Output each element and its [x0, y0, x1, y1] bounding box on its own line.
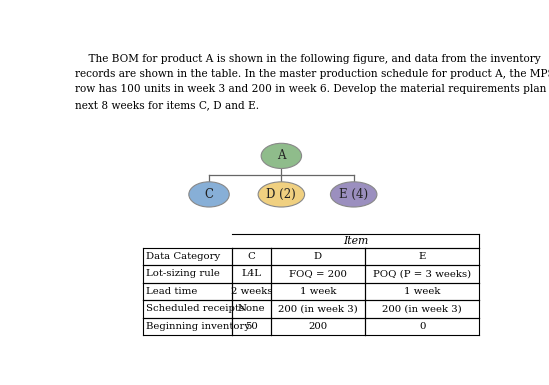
Text: Data Category: Data Category	[146, 252, 220, 261]
Text: Lot-sizing rule: Lot-sizing rule	[146, 270, 220, 278]
Text: 0: 0	[419, 322, 425, 331]
Text: 200 (in week 3): 200 (in week 3)	[278, 305, 358, 313]
Text: D (2): D (2)	[266, 188, 296, 201]
Text: Beginning inventory: Beginning inventory	[146, 322, 250, 331]
Text: FOQ = 200: FOQ = 200	[289, 270, 347, 278]
Text: C: C	[248, 252, 255, 261]
Text: L4L: L4L	[242, 270, 261, 278]
Text: None: None	[238, 305, 265, 313]
Text: 50: 50	[245, 322, 258, 331]
Text: 2 weeks: 2 weeks	[231, 287, 272, 296]
Text: D: D	[314, 252, 322, 261]
Text: 200: 200	[309, 322, 327, 331]
Text: The BOM for product A is shown in the following figure, and data from the invent: The BOM for product A is shown in the fo…	[75, 54, 541, 64]
Text: 1 week: 1 week	[300, 287, 336, 296]
Text: Scheduled receipts: Scheduled receipts	[146, 305, 244, 313]
Text: A: A	[277, 149, 285, 162]
Ellipse shape	[261, 143, 301, 169]
Text: E: E	[418, 252, 426, 261]
Text: E (4): E (4)	[339, 188, 368, 201]
Text: records are shown in the table. In the master production schedule for product A,: records are shown in the table. In the m…	[75, 69, 549, 79]
Text: row has 100 units in week 3 and 200 in week 6. Develop the material requirements: row has 100 units in week 3 and 200 in w…	[75, 84, 549, 94]
Ellipse shape	[330, 182, 377, 207]
Text: Item: Item	[343, 236, 368, 246]
Text: next 8 weeks for items C, D and E.: next 8 weeks for items C, D and E.	[75, 100, 259, 110]
Ellipse shape	[189, 182, 229, 207]
Text: 200 (in week 3): 200 (in week 3)	[382, 305, 462, 313]
Text: C: C	[205, 188, 214, 201]
Text: Lead time: Lead time	[146, 287, 198, 296]
Ellipse shape	[258, 182, 305, 207]
Text: POQ (P = 3 weeks): POQ (P = 3 weeks)	[373, 270, 471, 278]
Text: 1 week: 1 week	[404, 287, 440, 296]
